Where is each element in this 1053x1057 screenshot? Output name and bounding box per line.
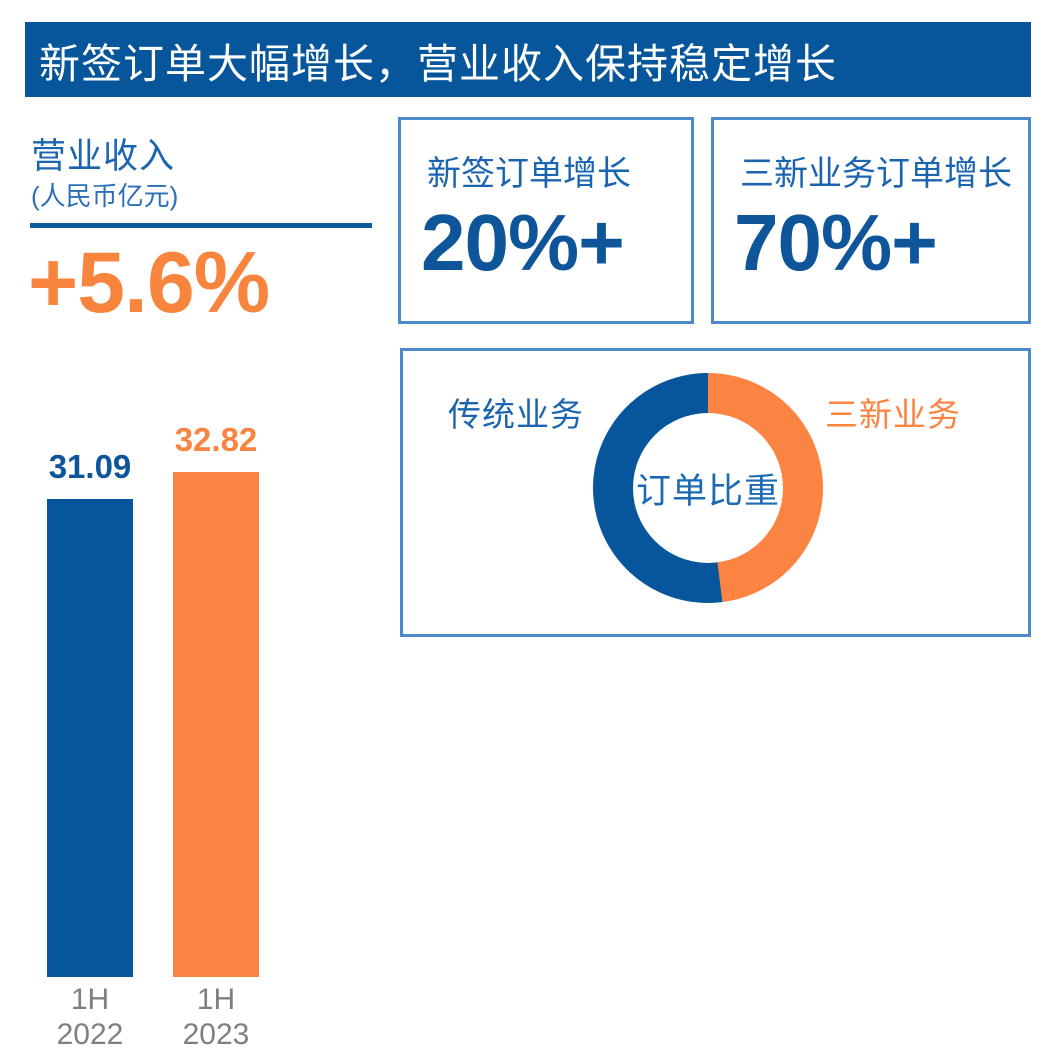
order-mix-donut-chart: 订单比重 — [593, 373, 823, 603]
slide-title: 新签订单大幅增长，营业收入保持稳定增长 — [39, 40, 837, 87]
kpi-label: 新签订单增长 — [427, 155, 631, 193]
bar-column-1h2023: 32.82 — [173, 421, 259, 977]
bar-value-label: 32.82 — [174, 421, 258, 458]
title-banner: 新签订单大幅增长，营业收入保持稳定增长 — [25, 22, 1031, 97]
revenue-unit: (人民币亿元) — [31, 181, 179, 211]
x-axis-label-1h2023: 1H 2023 — [182, 983, 250, 1051]
revenue-growth-value: +5.6% — [28, 235, 270, 331]
kpi-box-three-new-orders: 三新业务订单增长 70%+ — [711, 117, 1031, 324]
kpi-box-new-orders: 新签订单增长 20%+ — [398, 117, 694, 324]
legend-traditional-business: 传统业务 — [448, 396, 584, 433]
bar-1h2022 — [47, 499, 133, 977]
divider-line — [30, 223, 372, 228]
kpi-label: 三新业务订单增长 — [740, 155, 1012, 193]
bar-value-label: 31.09 — [48, 448, 132, 485]
bar-column-1h2022: 31.09 — [47, 448, 133, 977]
kpi-value: 20%+ — [421, 198, 625, 287]
revenue-title: 营业收入 — [31, 137, 176, 176]
kpi-value: 70%+ — [734, 198, 938, 287]
bar-1h2023 — [173, 472, 259, 977]
legend-three-new-business: 三新业务 — [825, 396, 961, 433]
donut-center-label: 订单比重 — [635, 471, 780, 511]
donut-hole: 订单比重 — [633, 413, 783, 563]
x-axis-label-1h2022: 1H 2022 — [56, 983, 124, 1051]
order-mix-panel: 传统业务 三新业务 订单比重 — [400, 348, 1031, 637]
